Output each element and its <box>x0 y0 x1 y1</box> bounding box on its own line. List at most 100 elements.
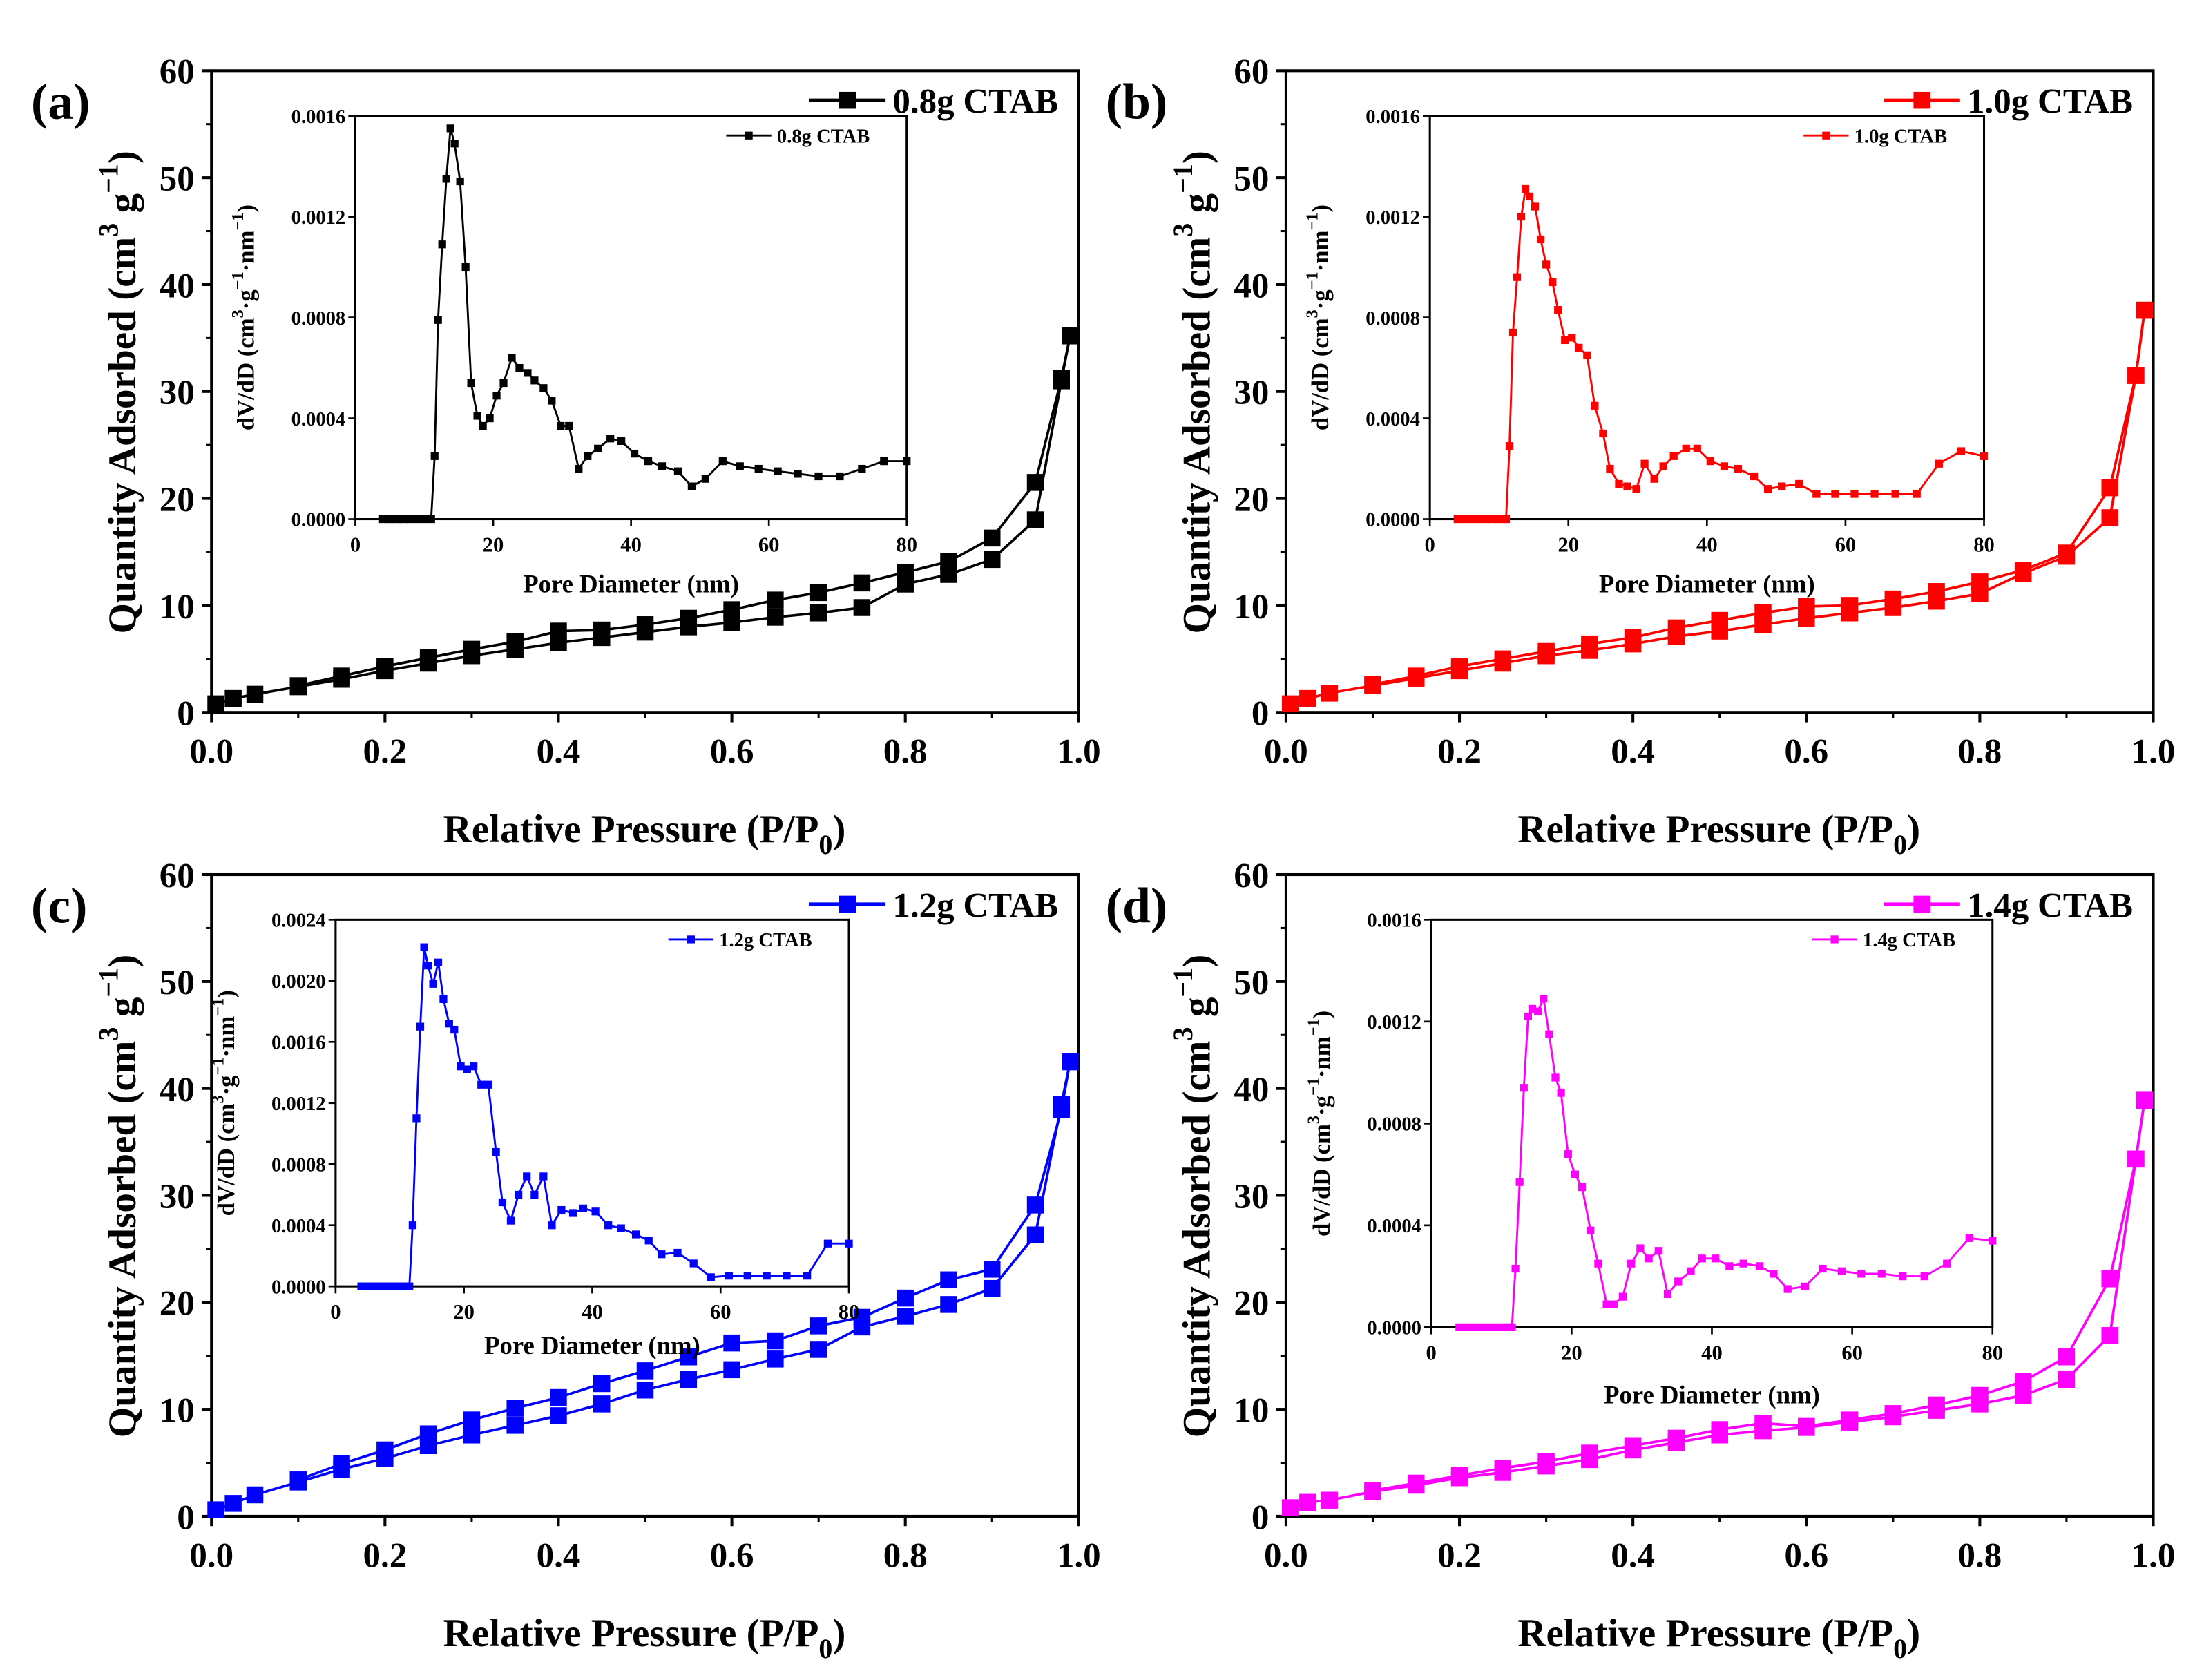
psd-point <box>439 995 448 1003</box>
desorption-point <box>1711 1421 1728 1438</box>
psd-point <box>565 421 573 430</box>
adsorption-point <box>767 1350 784 1368</box>
x-tick-label: 1.0 <box>2131 733 2176 772</box>
psd-point <box>383 1282 391 1290</box>
x-tick-label: 0.0 <box>1264 1536 1308 1575</box>
y-axis-label-part: −1 <box>1167 968 1198 998</box>
y-tick-label: 50 <box>160 964 195 1002</box>
psd-point <box>1488 515 1497 524</box>
legend-label: 0.8g CTAB <box>892 83 1058 122</box>
desorption-point <box>333 667 350 685</box>
psd-point <box>1623 482 1631 490</box>
psd-point <box>434 316 442 324</box>
inset-legend-marker <box>687 935 695 944</box>
psd-point <box>370 1282 378 1290</box>
inset-y-axis-label-part: −1 <box>209 998 227 1016</box>
psd-point <box>1462 1323 1470 1331</box>
desorption-point <box>767 591 784 609</box>
psd-point <box>1750 472 1759 481</box>
inset-x-tick-label: 60 <box>710 1300 731 1324</box>
desorption-point <box>2101 479 2118 497</box>
desorption-point <box>1667 619 1685 637</box>
inset-y-axis-label-part: −1 <box>229 271 247 289</box>
psd-point <box>803 1272 812 1280</box>
psd-point <box>1491 1323 1499 1331</box>
psd-point <box>568 1209 577 1217</box>
legend-marker <box>1913 91 1930 109</box>
inset-y-axis-label-part: −1 <box>209 1057 227 1075</box>
psd-point <box>707 1273 715 1281</box>
desorption-point <box>2136 301 2154 319</box>
psd-point <box>1502 515 1511 524</box>
psd-point <box>1542 260 1551 269</box>
psd-point <box>1549 278 1557 287</box>
desorption-point <box>1754 1414 1772 1432</box>
adsorption-point <box>984 1279 1001 1297</box>
y-axis-label-part: Quantity Adsorbed (cm <box>101 1040 144 1438</box>
psd-point <box>1965 1234 1973 1242</box>
psd-point <box>658 462 667 470</box>
psd-point <box>1460 515 1468 524</box>
psd-point <box>385 515 394 524</box>
psd-point <box>1706 457 1714 466</box>
psd-point <box>1455 1323 1464 1331</box>
desorption-point <box>1971 573 1989 591</box>
adsorption-point <box>593 1395 611 1413</box>
y-axis-label: Quantity Adsorbed (cm3 g−1) <box>93 955 144 1438</box>
y-axis-label-part: g <box>1176 193 1219 222</box>
x-axis-label-part: Relative Pressure (P/P <box>443 1612 819 1655</box>
y-tick-label: 60 <box>1234 53 1269 92</box>
y-tick-label: 0 <box>1252 1498 1269 1537</box>
inset-pore-size-distribution: 0 20 40 60 80 0.0000 0.0004 0.0008 0.0012 0.0016 P… <box>229 106 917 598</box>
adsorption-point <box>984 551 1001 569</box>
psd-point <box>689 1259 698 1268</box>
psd-point <box>1591 401 1599 410</box>
psd-point <box>575 464 583 473</box>
psd-point <box>1557 1089 1565 1097</box>
psd-point <box>470 1062 478 1071</box>
psd-point <box>1755 1262 1764 1270</box>
psd-point <box>1783 1285 1792 1293</box>
x-tick-label: 0.8 <box>883 1536 928 1575</box>
y-tick-label: 40 <box>160 267 195 305</box>
inset-y-axis-label: dV/dD (cm3·g−1·nm−1) <box>1305 1011 1336 1237</box>
psd-point <box>1551 1073 1560 1082</box>
psd-point <box>429 980 437 988</box>
psd-point <box>484 1080 492 1089</box>
psd-point <box>584 452 592 460</box>
inset-legend-marker <box>745 131 753 140</box>
inset-y-tick-label: 0.0004 <box>1367 1216 1421 1237</box>
panel-a: (a)0.0 0.2 0.4 0.6 0.8 1.00102030405060Relati… <box>31 53 1101 861</box>
psd-point <box>1618 1292 1627 1301</box>
psd-point <box>396 1282 404 1290</box>
y-axis-label-part: ) <box>1176 955 1219 968</box>
psd-point <box>1554 306 1562 314</box>
x-tick-label: 0.4 <box>537 1536 581 1575</box>
adsorption-point <box>1281 695 1299 713</box>
y-tick-label: 0 <box>177 1498 195 1537</box>
inset-x-tick-label: 80 <box>896 533 917 556</box>
psd-point <box>644 457 653 466</box>
desorption-point <box>593 1375 611 1393</box>
psd-point <box>1505 442 1514 450</box>
psd-point <box>557 421 565 430</box>
x-axis-label: Relative Pressure (P/P0) <box>443 808 846 860</box>
inset-y-tick-label: 0.0016 <box>1367 910 1421 932</box>
inset-y-axis-label-part: ) <box>1307 204 1334 213</box>
desorption-point <box>289 1471 307 1489</box>
adsorption-point <box>723 1361 740 1379</box>
adsorption-point <box>1281 1499 1299 1516</box>
adsorption-point <box>680 1371 698 1388</box>
psd-point <box>1770 1270 1778 1278</box>
psd-point <box>442 175 450 183</box>
inset-x-axis-label: Pore Diameter (nm) <box>1599 570 1815 598</box>
psd-point <box>1837 1267 1846 1275</box>
psd-point <box>438 240 446 249</box>
psd-point <box>1632 485 1640 493</box>
desorption-point <box>680 1348 698 1366</box>
inset-x-tick-label: 20 <box>1558 533 1579 556</box>
adsorption-point <box>246 685 264 703</box>
inset-x-axis-label: Pore Diameter (nm) <box>1604 1381 1820 1409</box>
x-tick-label: 0.2 <box>1437 733 1482 772</box>
